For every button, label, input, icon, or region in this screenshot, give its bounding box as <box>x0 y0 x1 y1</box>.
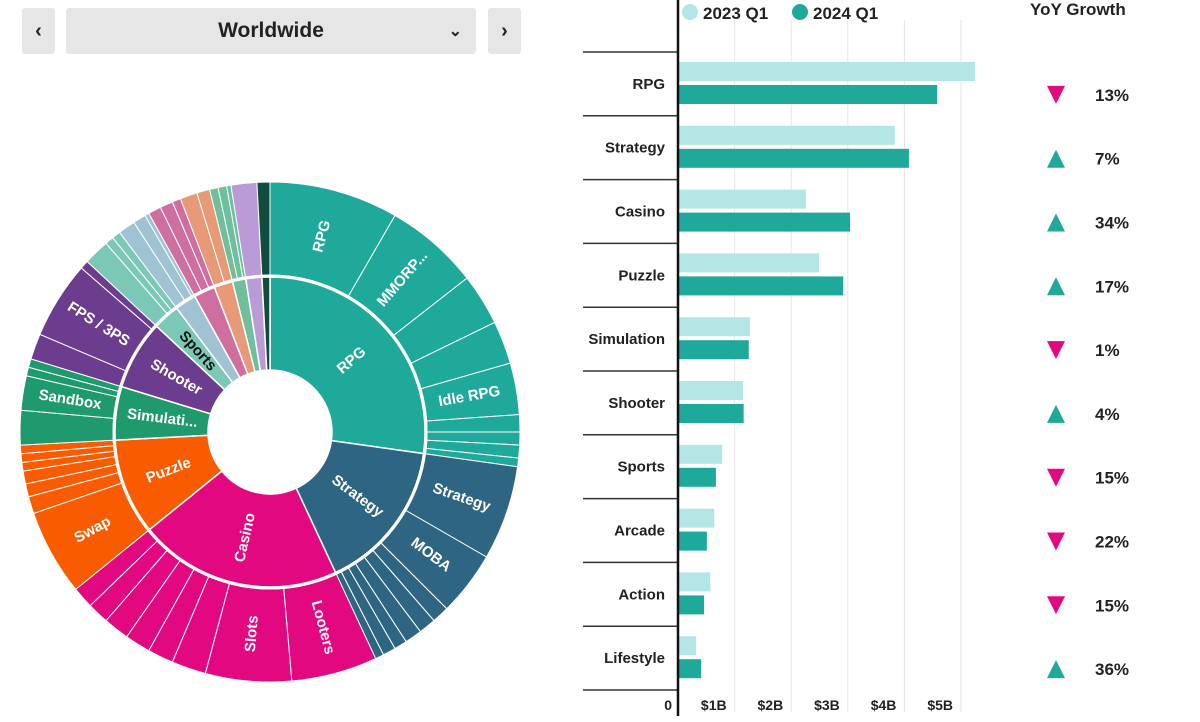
category-label: Action <box>618 586 665 603</box>
x-tick-label: $2B <box>758 697 784 713</box>
growth-value: 22% <box>1095 533 1129 552</box>
prev-button[interactable]: ‹ <box>22 8 55 54</box>
triangle-down-icon <box>1047 341 1065 360</box>
category-label: Shooter <box>608 395 665 412</box>
bar-2023-q1 <box>678 381 744 400</box>
x-tick-label: 0 <box>664 697 672 713</box>
bar-2024-q1 <box>678 467 716 487</box>
bar-2023-q1 <box>678 444 723 464</box>
growth-value: 7% <box>1095 150 1120 169</box>
category-label: Lifestyle <box>604 650 665 667</box>
legend-label: 2023 Q1 <box>703 4 768 23</box>
triangle-down-icon <box>1047 596 1065 615</box>
triangle-up-icon <box>1047 149 1065 168</box>
category-label: Strategy <box>605 140 666 157</box>
x-tick-label: $4B <box>871 697 897 713</box>
triangle-up-icon <box>1047 404 1065 423</box>
x-tick-label: $1B <box>701 697 727 713</box>
bar-2024-q1 <box>678 340 749 360</box>
bar-2024-q1 <box>678 595 705 615</box>
growth-value: 15% <box>1095 596 1129 615</box>
region-value: Worldwide <box>218 19 324 42</box>
bar-2023-q1 <box>678 636 697 656</box>
category-label: Sports <box>617 459 665 476</box>
growth-value: 36% <box>1095 660 1129 679</box>
x-tick-label: $5B <box>927 697 953 713</box>
triangle-up-icon <box>1047 660 1065 679</box>
bar-2023-q1 <box>678 253 819 273</box>
bar-2023-q1 <box>678 62 976 81</box>
bar-2024-q1 <box>678 404 744 423</box>
category-label: RPG <box>632 76 665 93</box>
growth-value: 1% <box>1095 341 1120 360</box>
growth-title: YoY Growth <box>1030 0 1126 19</box>
chevron-down-icon: ⌄ <box>448 23 462 40</box>
bar-2023-q1 <box>678 317 750 337</box>
bar-2023-q1 <box>678 508 715 528</box>
category-label: Puzzle <box>618 267 665 284</box>
bar-2024-q1 <box>678 531 707 551</box>
bar-2024-q1 <box>678 212 851 232</box>
x-tick-label: $3B <box>814 697 840 713</box>
growth-value: 17% <box>1095 277 1129 296</box>
growth-value: 13% <box>1095 86 1129 105</box>
triangle-down-icon <box>1047 85 1065 104</box>
triangle-down-icon <box>1047 532 1065 551</box>
legend-label: 2024 Q1 <box>813 4 878 23</box>
ring-divider <box>112 274 428 590</box>
next-button[interactable]: › <box>488 8 521 54</box>
category-label: Casino <box>615 204 665 221</box>
triangle-up-icon <box>1047 213 1065 232</box>
bar-2023-q1 <box>678 189 806 209</box>
triangle-up-icon <box>1047 277 1065 296</box>
triangle-down-icon <box>1047 468 1065 487</box>
growth-value: 4% <box>1095 405 1120 424</box>
bar-2024-q1 <box>678 659 702 679</box>
bar-2023-q1 <box>678 125 895 145</box>
bar-2024-q1 <box>678 148 909 168</box>
bar-2024-q1 <box>678 276 844 296</box>
category-label: Arcade <box>614 523 665 540</box>
category-label: Simulation <box>588 331 665 348</box>
region-select[interactable]: Worldwide ⌄ <box>66 8 476 54</box>
growth-value: 34% <box>1095 214 1129 233</box>
growth-value: 15% <box>1095 469 1129 488</box>
legend-marker <box>792 4 808 20</box>
sunburst-label: Slots <box>242 615 262 653</box>
legend-marker <box>682 4 698 20</box>
bar-2023-q1 <box>678 572 711 592</box>
bar-2024-q1 <box>678 85 938 104</box>
